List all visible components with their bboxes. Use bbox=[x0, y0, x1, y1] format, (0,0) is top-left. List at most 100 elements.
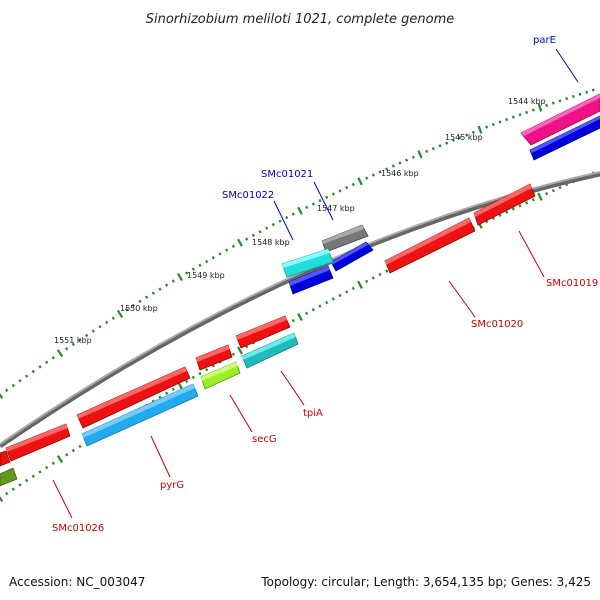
gene-SMc01022-cds-top bbox=[289, 266, 330, 286]
gene-label-pyrG[interactable]: pyrG bbox=[160, 480, 184, 491]
gene-labels: parE SMc01021 SMc01022 SMc01019 SMc01020… bbox=[52, 35, 598, 534]
minor-tick bbox=[558, 99, 562, 103]
partial-feature[interactable] bbox=[0, 467, 18, 487]
reverse-features bbox=[0, 183, 536, 487]
minor-tick bbox=[438, 144, 442, 148]
scale-label: 1548 kbp bbox=[252, 238, 290, 247]
minor-tick bbox=[291, 212, 295, 216]
minor-tick bbox=[365, 279, 369, 284]
minor-tick bbox=[25, 478, 29, 483]
major-tick bbox=[417, 150, 423, 159]
minor-tick bbox=[265, 226, 269, 230]
minor-tick bbox=[65, 453, 69, 457]
gene-tpiA-cds-top bbox=[236, 316, 287, 340]
major-tick bbox=[477, 125, 483, 134]
minor-tick bbox=[31, 474, 35, 478]
minor-tick bbox=[498, 120, 502, 124]
gene-SMc01019-cds-top bbox=[474, 184, 532, 217]
gene-label-SMc01022[interactable]: SMc01022 bbox=[222, 190, 274, 201]
minor-tick bbox=[191, 375, 195, 380]
minor-tick bbox=[518, 204, 522, 208]
gene-SMc01020-cds[interactable] bbox=[384, 217, 476, 274]
minor-tick bbox=[25, 374, 29, 378]
minor-tick bbox=[171, 387, 175, 391]
minor-tick bbox=[431, 146, 435, 151]
gene-label-parE[interactable]: parE bbox=[533, 35, 556, 46]
minor-tick bbox=[558, 185, 562, 190]
scale-labels: 1544 kbp 1545 kbp 1546 kbp 1547 kbp 1548… bbox=[54, 97, 546, 345]
minor-tick bbox=[578, 92, 582, 96]
gene-label-secG[interactable]: secG bbox=[252, 434, 277, 445]
major-tick bbox=[56, 455, 64, 464]
minor-tick bbox=[211, 255, 215, 260]
minor-tick bbox=[165, 283, 169, 287]
minor-tick bbox=[38, 365, 42, 369]
major-tick bbox=[237, 346, 243, 355]
minor-tick bbox=[44, 360, 49, 365]
minor-tick bbox=[305, 311, 309, 316]
leader-line-SMc01021 bbox=[313, 181, 334, 221]
minor-tick bbox=[391, 164, 395, 168]
minor-tick bbox=[591, 88, 595, 92]
leader-line-pyrG bbox=[150, 435, 171, 478]
minor-tick bbox=[345, 290, 349, 294]
minor-tick bbox=[471, 130, 475, 134]
minor-tick bbox=[71, 342, 76, 347]
minor-tick bbox=[545, 192, 549, 196]
minor-tick bbox=[158, 395, 162, 399]
minor-tick bbox=[378, 272, 382, 277]
minor-tick bbox=[311, 308, 315, 312]
minor-tick bbox=[398, 161, 402, 165]
forward-features bbox=[281, 93, 600, 295]
gene-parE-cds-top bbox=[530, 116, 600, 153]
major-tick bbox=[56, 349, 64, 358]
gene-label-SMc01020[interactable]: SMc01020 bbox=[471, 319, 523, 330]
major-tick bbox=[0, 496, 4, 502]
accession-text: Accession: NC_003047 bbox=[9, 575, 145, 589]
minor-tick bbox=[258, 230, 262, 234]
leader-lines bbox=[52, 48, 579, 519]
minor-tick bbox=[231, 352, 235, 356]
minor-tick bbox=[51, 356, 55, 360]
minor-tick bbox=[65, 347, 69, 351]
minor-tick bbox=[285, 215, 289, 220]
partial-cds[interactable] bbox=[0, 450, 11, 467]
minor-tick bbox=[531, 198, 535, 202]
minor-tick bbox=[505, 210, 509, 214]
minor-tick bbox=[511, 115, 515, 119]
major-tick bbox=[537, 103, 543, 112]
leader-line-SMc01022 bbox=[273, 200, 294, 241]
minor-tick bbox=[411, 155, 415, 159]
leader-line-SMc01019 bbox=[518, 230, 545, 278]
gene-tpiA-feature-top bbox=[242, 333, 296, 360]
gene-label-tpiA[interactable]: tpiA bbox=[303, 408, 323, 419]
major-tick bbox=[177, 273, 183, 282]
minor-tick bbox=[365, 176, 369, 180]
minor-tick bbox=[138, 299, 142, 304]
gene-label-SMc01026[interactable]: SMc01026 bbox=[52, 523, 104, 534]
minor-tick bbox=[311, 202, 315, 206]
gene-label-SMc01019[interactable]: SMc01019 bbox=[546, 278, 598, 289]
minor-tick bbox=[511, 207, 515, 211]
minor-tick bbox=[531, 108, 535, 112]
minor-tick bbox=[445, 141, 449, 145]
major-tick bbox=[537, 192, 543, 201]
gene-secG-feature-top bbox=[201, 362, 238, 381]
minor-tick bbox=[85, 333, 89, 338]
minor-tick bbox=[145, 295, 149, 299]
gene-SMc01021-feature[interactable] bbox=[321, 224, 369, 253]
minor-tick bbox=[5, 388, 9, 392]
minor-tick bbox=[451, 138, 455, 142]
minor-tick bbox=[45, 465, 49, 470]
minor-tick bbox=[371, 276, 375, 280]
minor-tick bbox=[185, 379, 189, 384]
scale-label: 1544 kbp bbox=[508, 97, 546, 106]
minor-tick bbox=[545, 103, 549, 107]
gene-secG-cds-top bbox=[196, 345, 230, 362]
minor-tick bbox=[31, 369, 36, 374]
minor-tick bbox=[425, 149, 429, 154]
gene-label-SMc01021[interactable]: SMc01021 bbox=[261, 169, 313, 180]
minor-tick bbox=[371, 173, 375, 177]
minor-tick bbox=[405, 158, 409, 162]
minor-tick bbox=[318, 304, 322, 308]
